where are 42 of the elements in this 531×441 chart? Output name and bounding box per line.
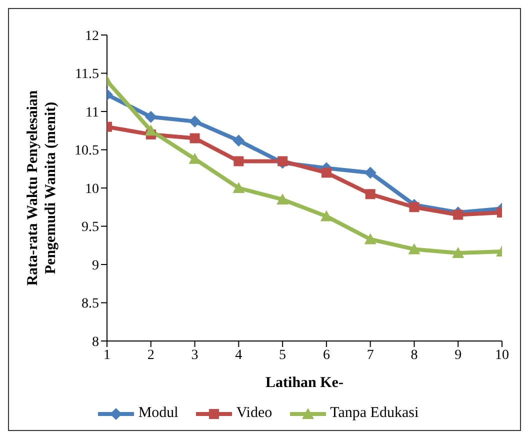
y-tick-label: 9.5 — [82, 220, 99, 236]
legend-label: Modul — [138, 405, 178, 422]
y-tick-label: 11 — [86, 105, 99, 120]
x-tick-label: 4 — [235, 348, 242, 363]
point — [364, 233, 376, 244]
point — [365, 189, 376, 200]
x-axis-title: Latihan Ke- — [266, 375, 344, 391]
point — [453, 210, 464, 220]
x-tick-label: 8 — [410, 348, 418, 363]
x-tick-label: 3 — [191, 348, 198, 363]
y-tick-label: 10.5 — [74, 144, 99, 159]
point — [409, 202, 420, 212]
point — [232, 134, 245, 147]
x-tick-label: 5 — [279, 348, 286, 363]
y-tick-label: 9 — [92, 258, 99, 274]
point — [364, 166, 376, 179]
x-tick-label: 6 — [322, 348, 330, 363]
y-axis-title: Rata-rata Waktu Penyelesaian Pengemudi Wanita (menit) — [25, 90, 59, 286]
legend-label: Tanpa Edukasi — [330, 405, 419, 422]
point — [276, 193, 289, 204]
point — [144, 110, 157, 123]
point — [232, 182, 245, 193]
x-tick-label: 10 — [495, 348, 509, 363]
point — [234, 156, 244, 166]
point — [452, 247, 464, 258]
x-tick-label: 1 — [104, 348, 110, 363]
point — [321, 168, 332, 178]
legend-label: Video — [236, 405, 272, 422]
point — [188, 115, 201, 128]
y-tick-label: 8.5 — [82, 296, 99, 312]
y-tick-label: 12 — [85, 28, 99, 44]
x-tick-label: 2 — [147, 348, 154, 363]
point — [320, 210, 332, 222]
point — [144, 124, 157, 136]
x-tick-label: 9 — [454, 348, 462, 363]
point — [278, 156, 288, 166]
point — [190, 133, 200, 144]
x-tick-label: 7 — [366, 348, 374, 363]
y-tick-label: 8 — [92, 334, 99, 350]
y-tick-label: 11.5 — [75, 67, 99, 82]
point — [408, 243, 420, 254]
y-tick-label: 10 — [85, 182, 99, 197]
